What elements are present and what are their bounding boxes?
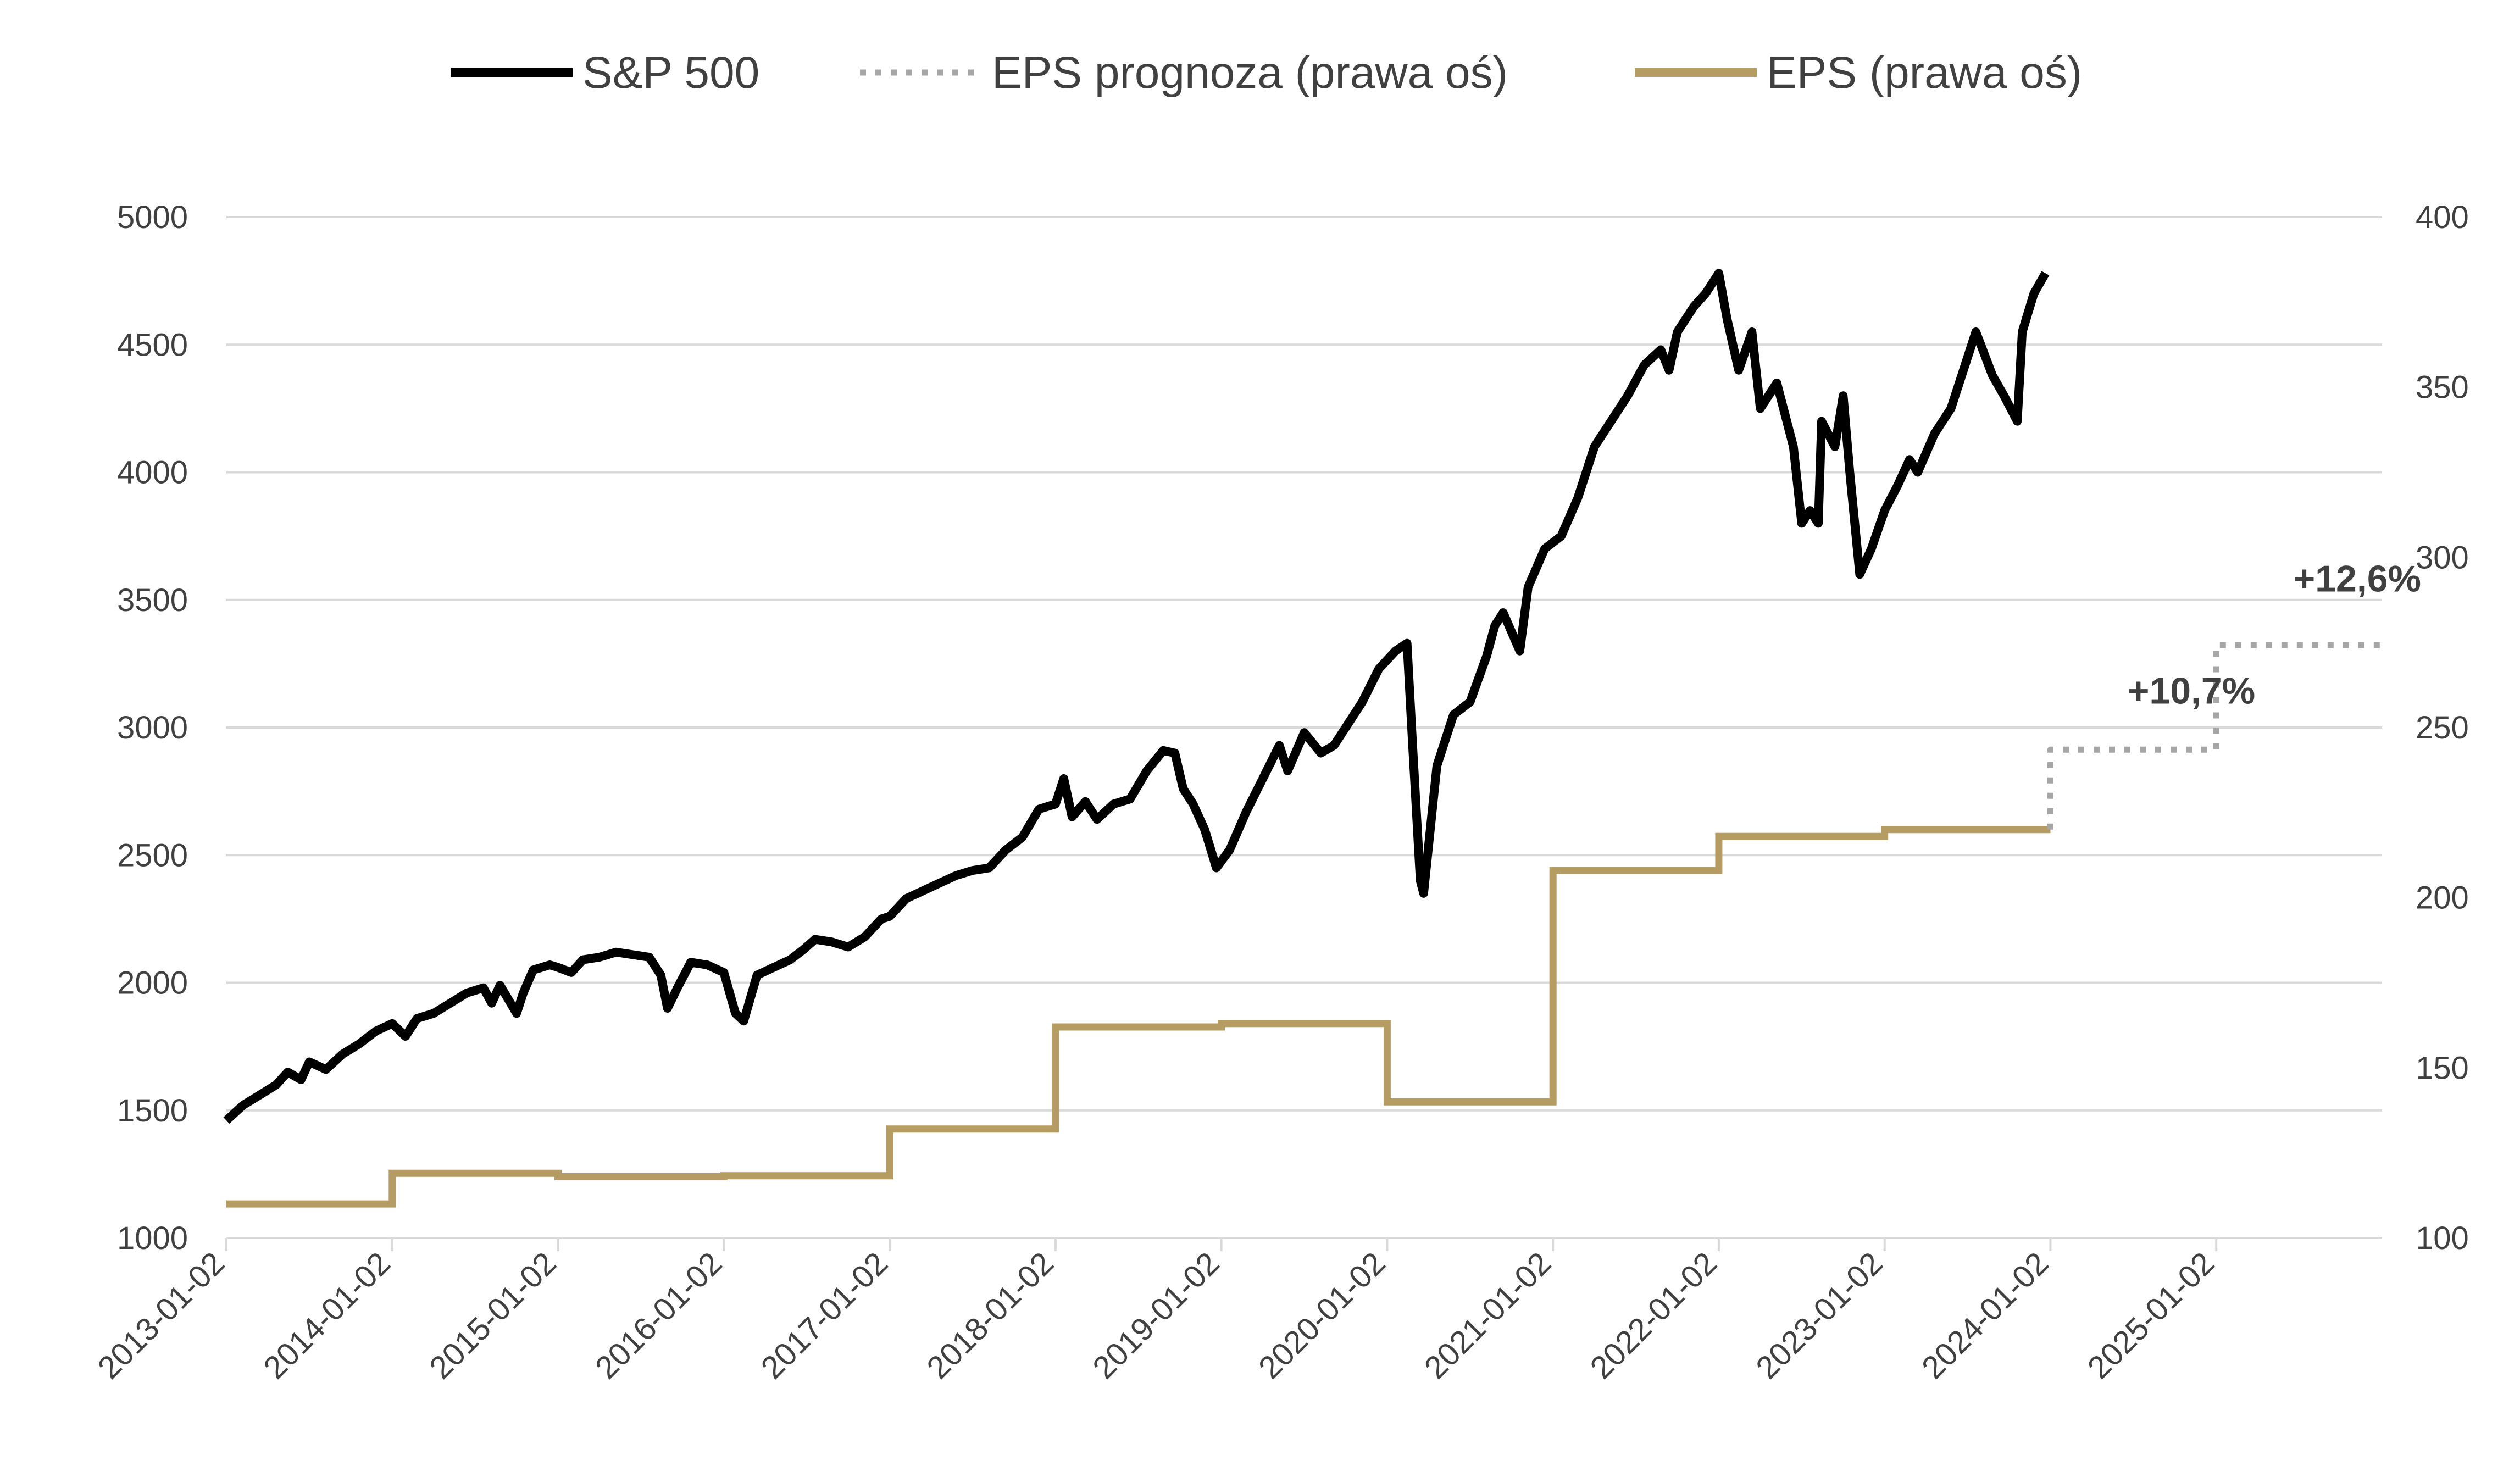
y-right-tick-label: 350 xyxy=(2416,370,2469,406)
y-right-tick-label: 300 xyxy=(2416,540,2469,575)
x-tick-label: 2021-01-02 xyxy=(1418,1245,1558,1386)
x-tick-label: 2015-01-02 xyxy=(423,1245,563,1386)
y-right-tick-label: 200 xyxy=(2416,880,2469,916)
annotation-label: +10,7% xyxy=(2128,670,2256,712)
y-left-tick-label: 1000 xyxy=(117,1220,188,1256)
legend: S&P 500 EPS prognoza (prawa oś) EPS (prawa… xyxy=(451,48,2082,98)
series-line-s-p-500 xyxy=(223,269,2050,1124)
x-tick-label: 2020-01-02 xyxy=(1252,1245,1392,1386)
y-right-tick-label: 100 xyxy=(2416,1220,2469,1256)
y-right-tick-label: 150 xyxy=(2416,1050,2469,1086)
y-left-tick-label: 5000 xyxy=(117,199,188,235)
y-left-tick-label: 2500 xyxy=(117,837,188,873)
y-left-tick-label: 3000 xyxy=(117,710,188,746)
y-left-tick-label: 4500 xyxy=(117,327,188,363)
annotation-layer: +10,7% +12,6% xyxy=(2128,558,2421,712)
y-left-tick-label: 2000 xyxy=(117,965,188,1001)
x-tick-label: 2022-01-02 xyxy=(1583,1245,1724,1386)
y-right-tick-label: 400 xyxy=(2416,199,2469,235)
x-tick-label: 2017-01-02 xyxy=(754,1245,895,1386)
x-tick-label: 2019-01-02 xyxy=(1086,1245,1226,1386)
grid-layer xyxy=(226,216,2382,1112)
x-tick-label: 2013-01-02 xyxy=(91,1245,231,1386)
series-layer xyxy=(223,269,2382,1208)
x-tick-label: 2016-01-02 xyxy=(589,1245,729,1386)
x-tick-label: 2025-01-02 xyxy=(2081,1245,2222,1386)
x-tick-label: 2014-01-02 xyxy=(257,1245,397,1386)
axis-layer: 1000 1500 2000 2500 3000 3500 4000 4500 5000 100 1… xyxy=(91,199,2468,1386)
y-left-tick-label: 4000 xyxy=(117,455,188,491)
series-line-eps-prawa-o xyxy=(226,826,2051,1208)
x-tick-label: 2023-01-02 xyxy=(1749,1245,1890,1386)
annotation-label: +12,6% xyxy=(2293,558,2421,599)
x-tick-label: 2024-01-02 xyxy=(1915,1245,2056,1386)
y-right-tick-label: 250 xyxy=(2416,710,2469,746)
series-line-eps-prognoza-prawa-o xyxy=(2047,642,2382,830)
legend-label-eps-prognoza-prawa-o: EPS prognoza (prawa oś) xyxy=(992,48,1508,98)
x-tick-label: 2018-01-02 xyxy=(920,1245,1061,1386)
legend-label-eps-prawa-o: EPS (prawa oś) xyxy=(1767,48,2082,98)
y-left-tick-label: 1500 xyxy=(117,1093,188,1129)
legend-label-s-p-500: S&P 500 xyxy=(582,48,759,98)
y-left-tick-label: 3500 xyxy=(117,582,188,618)
